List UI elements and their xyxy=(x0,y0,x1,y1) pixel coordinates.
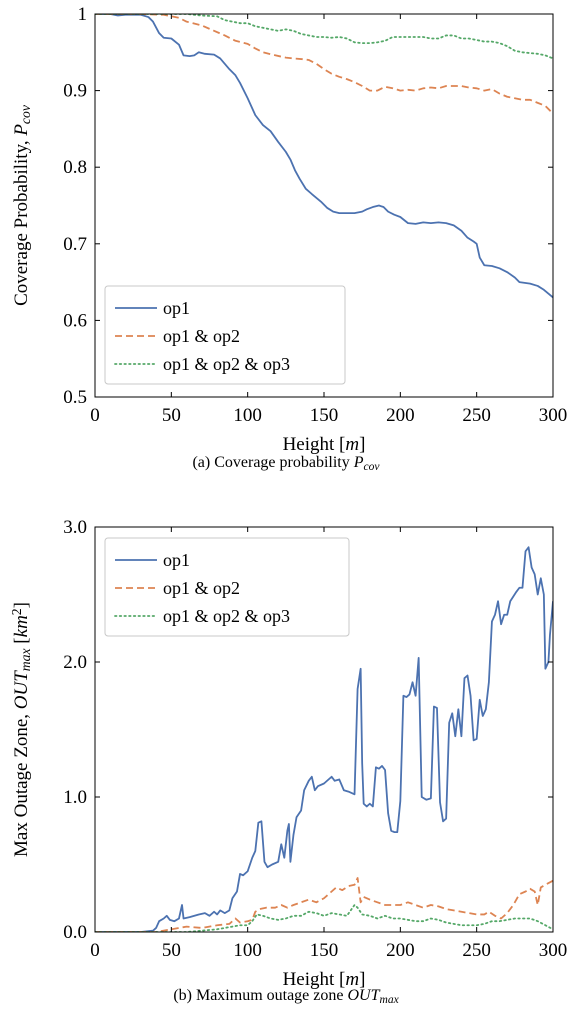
legend: op1 op1 & op2 op1 & op2 & op3 xyxy=(104,285,346,385)
series-line-op1 xyxy=(95,14,553,299)
y-tick-label: 0.6 xyxy=(63,310,87,331)
y-tick-label: 1 xyxy=(78,4,88,25)
x-tick-label: 200 xyxy=(386,405,415,426)
x-tick-label: 300 xyxy=(539,405,568,426)
legend-label: op1 xyxy=(163,298,190,318)
series-line-op1 xyxy=(95,546,553,932)
y-tick-label: 0.5 xyxy=(63,387,87,408)
legend-label: op1 & op2 & op3 xyxy=(163,606,290,626)
series-line-op1-op2 xyxy=(95,14,553,115)
x-tick-label: 200 xyxy=(386,940,415,961)
x-tick-label: 0 xyxy=(90,940,100,961)
legend-label: op1 & op2 xyxy=(163,578,240,598)
figure-caption: (a) Coverage probability Pcov xyxy=(192,454,380,473)
y-tick-label: 3.0 xyxy=(63,517,87,538)
x-tick-label: 50 xyxy=(162,405,181,426)
x-tick-label: 250 xyxy=(462,405,491,426)
x-tick-label: 100 xyxy=(233,405,262,426)
y-tick-label: 0.8 xyxy=(63,157,87,178)
series-line-op1-op2 xyxy=(95,877,553,932)
y-axis-label: Coverage Probability, Pcov xyxy=(11,104,33,306)
x-tick-label: 150 xyxy=(310,405,339,426)
legend-label: op1 xyxy=(163,550,190,570)
x-tick-label: 0 xyxy=(90,405,100,426)
chart-panel-b: 0 50 100 150 200 250 300 0.0 1.0 2.0 3.0 Height [m]… xyxy=(9,517,567,1006)
legend-label: op1 & op2 xyxy=(163,326,240,346)
legend-box xyxy=(104,285,346,385)
y-tick-label: 0.7 xyxy=(63,234,87,255)
chart-panel-a: 0 50 100 150 200 250 300 0.5 0.6 0.7 0.8 0.9 1 Height… xyxy=(11,4,567,473)
x-tick-label: 150 xyxy=(310,940,339,961)
y-tick-label: 0.0 xyxy=(63,922,87,943)
x-tick-label: 300 xyxy=(539,940,568,961)
x-axis-label: Height [m] xyxy=(283,434,366,455)
legend-box xyxy=(104,537,350,637)
x-tick-label: 50 xyxy=(162,940,181,961)
x-tick-label: 250 xyxy=(462,940,491,961)
y-tick-label: 0.9 xyxy=(63,81,87,102)
y-tick-label: 2.0 xyxy=(63,652,87,673)
legend: op1 op1 & op2 op1 & op2 & op3 xyxy=(104,537,350,637)
x-axis-label: Height [m] xyxy=(283,969,366,990)
y-axis-label: Max Outage Zone, OUTmax [km2] xyxy=(9,602,33,857)
series-line-op1-op2-op3 xyxy=(95,14,553,60)
y-tick-label: 1.0 xyxy=(63,787,87,808)
series-line-op1-op2-op3 xyxy=(95,904,553,932)
legend-label: op1 & op2 & op3 xyxy=(163,354,290,374)
figure-caption: (b) Maximum outage zone OUTmax xyxy=(173,987,399,1006)
x-tick-label: 100 xyxy=(233,940,262,961)
